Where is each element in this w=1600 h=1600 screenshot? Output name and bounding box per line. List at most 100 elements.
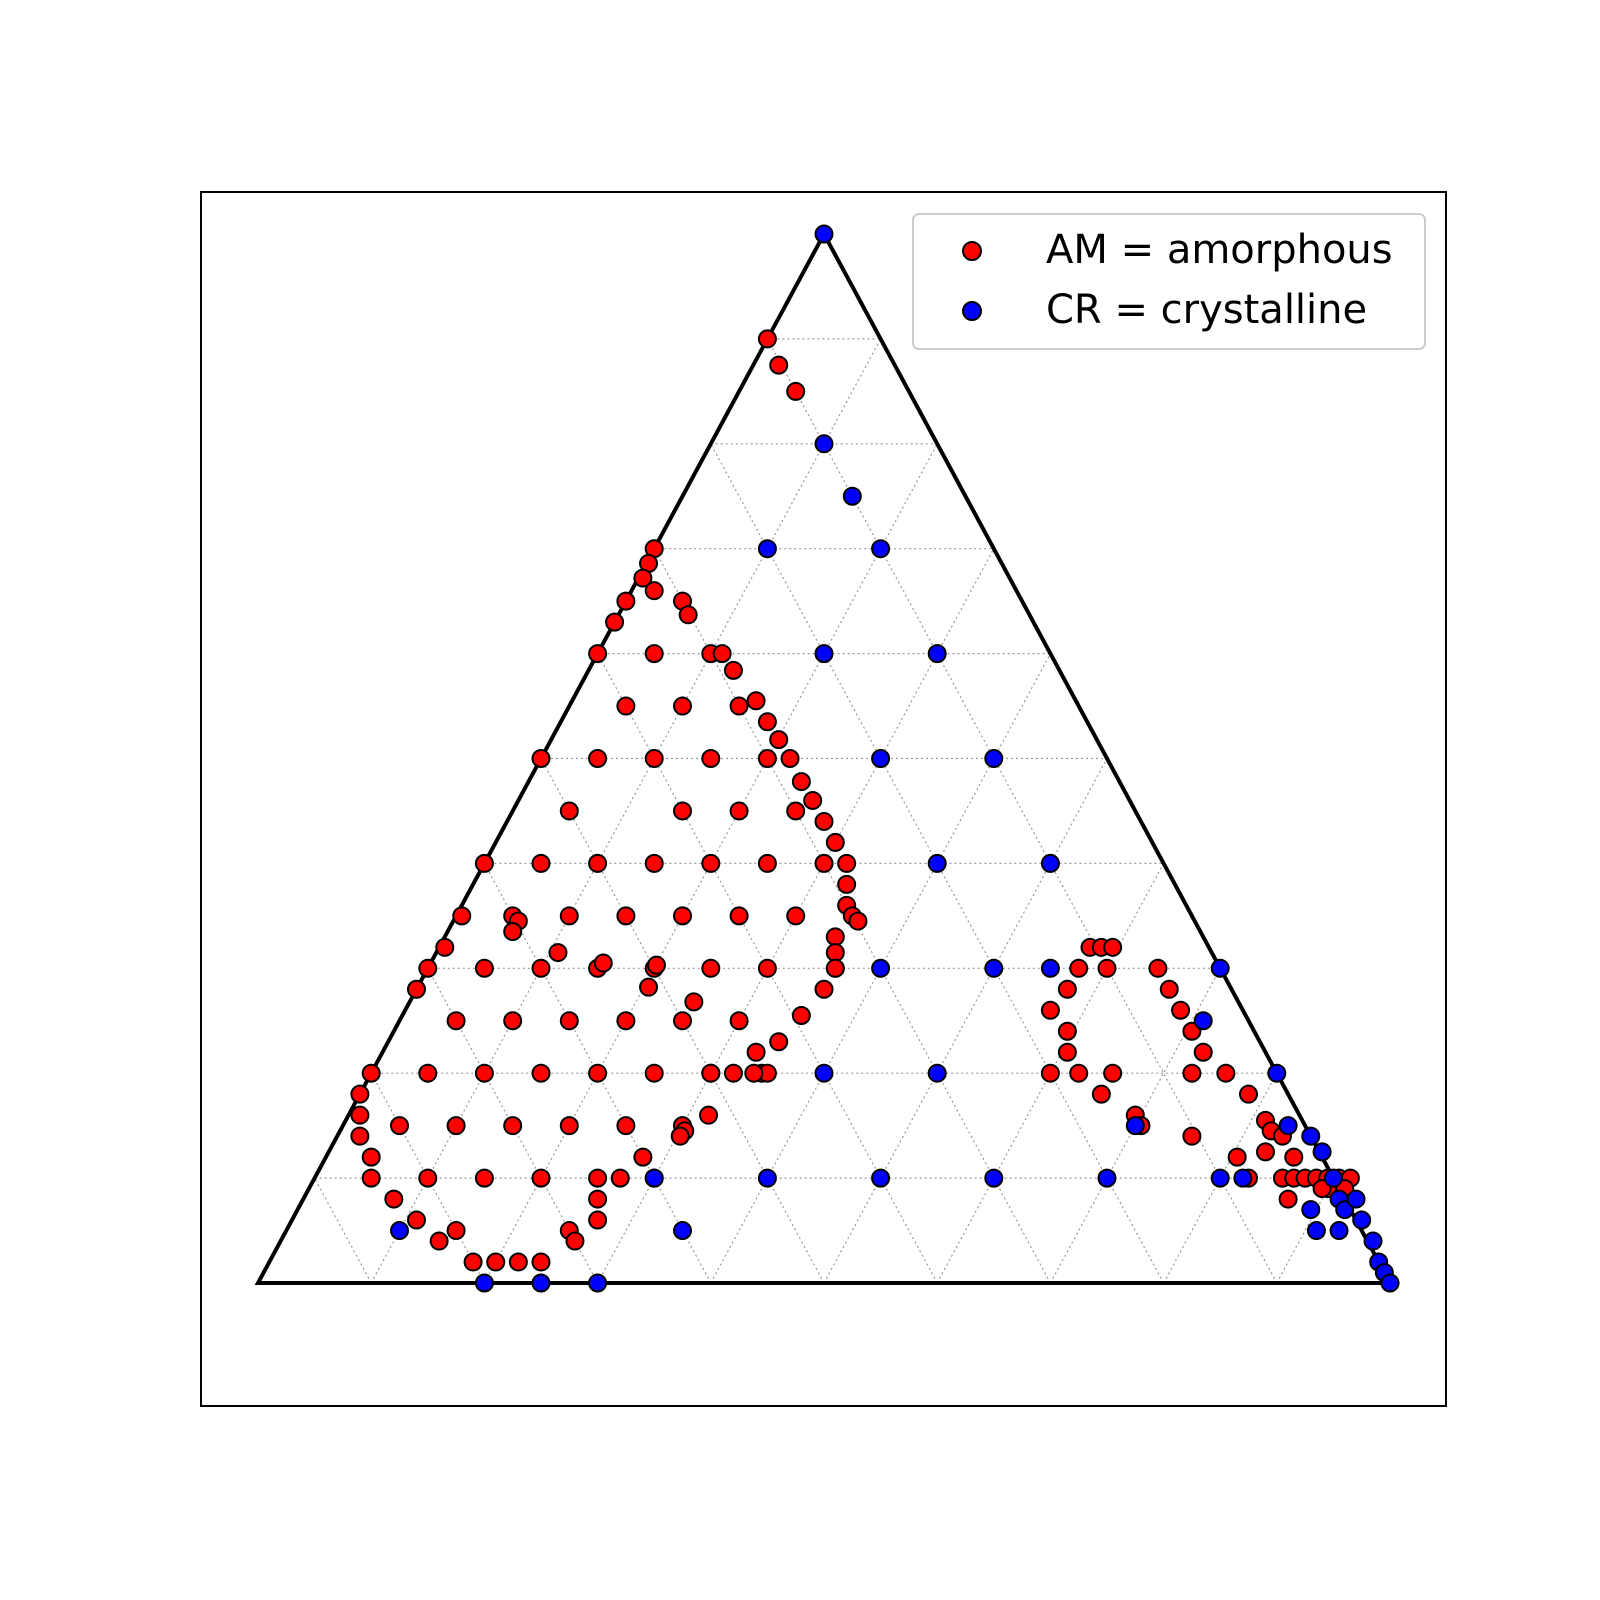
point-crystalline: [1278, 1116, 1298, 1136]
point-crystalline: [871, 1168, 891, 1188]
point-amorphous: [390, 1116, 409, 1136]
point-amorphous: [1148, 958, 1168, 978]
point-amorphous: [616, 696, 636, 716]
point-amorphous: [350, 1126, 370, 1146]
point-crystalline: [531, 1273, 551, 1293]
point-amorphous: [701, 1063, 721, 1083]
point-amorphous: [418, 1063, 438, 1083]
point-amorphous: [712, 644, 732, 664]
point-amorphous: [729, 1011, 749, 1031]
point-amorphous: [1182, 1126, 1202, 1146]
point-amorphous: [559, 801, 579, 821]
legend-marker-cr: [962, 301, 982, 321]
point-crystalline: [1210, 1168, 1230, 1188]
point-amorphous: [559, 906, 579, 926]
point-amorphous: [644, 644, 664, 664]
point-amorphous: [673, 906, 692, 926]
point-amorphous: [825, 832, 845, 852]
point-crystalline: [842, 486, 862, 506]
point-amorphous: [418, 1168, 438, 1188]
point-amorphous: [814, 811, 834, 831]
point-amorphous: [474, 1063, 494, 1083]
point-amorphous: [1069, 958, 1089, 978]
point-amorphous: [486, 1252, 506, 1272]
point-amorphous: [361, 1063, 381, 1083]
point-crystalline: [1193, 1011, 1213, 1031]
point-crystalline: [1306, 1221, 1326, 1241]
point-crystalline: [927, 853, 947, 873]
point-amorphous: [757, 958, 777, 978]
point-amorphous: [531, 1252, 551, 1272]
point-crystalline: [673, 1221, 692, 1241]
point-amorphous: [633, 1147, 653, 1167]
point-crystalline: [1380, 1273, 1400, 1293]
legend-marker-am: [962, 241, 982, 261]
data-points: [350, 224, 1400, 1293]
point-crystalline: [814, 434, 834, 454]
point-amorphous: [406, 1210, 426, 1230]
point-amorphous: [814, 853, 834, 873]
point-amorphous: [814, 979, 834, 999]
series-crystalline: [390, 224, 1400, 1293]
point-crystalline: [1363, 1231, 1383, 1251]
point-amorphous: [593, 953, 613, 973]
point-amorphous: [508, 1252, 528, 1272]
point-crystalline: [984, 958, 1004, 978]
point-amorphous: [746, 691, 766, 711]
point-amorphous: [1171, 1000, 1191, 1020]
point-amorphous: [1284, 1147, 1304, 1167]
series-amorphous: [350, 329, 1360, 1272]
point-amorphous: [446, 1116, 466, 1136]
point-crystalline: [927, 644, 947, 664]
point-amorphous: [616, 1116, 636, 1136]
point-amorphous: [588, 1189, 608, 1209]
point-amorphous: [548, 943, 568, 963]
point-amorphous: [644, 1063, 664, 1083]
point-crystalline: [644, 1168, 664, 1188]
point-amorphous: [1040, 1063, 1060, 1083]
point-amorphous: [791, 772, 811, 792]
point-amorphous: [446, 1011, 466, 1031]
point-amorphous: [474, 958, 494, 978]
point-amorphous: [701, 958, 721, 978]
point-amorphous: [646, 955, 666, 975]
point-amorphous: [673, 696, 692, 716]
point-amorphous: [531, 1168, 551, 1188]
point-amorphous: [531, 958, 551, 978]
grid-line-right-parallel: [653, 548, 1051, 1284]
point-amorphous: [639, 977, 659, 997]
point-amorphous: [429, 1231, 449, 1251]
point-amorphous: [825, 943, 845, 963]
point-amorphous: [616, 1011, 636, 1031]
point-amorphous: [1216, 1063, 1236, 1083]
point-amorphous: [588, 1210, 608, 1230]
point-amorphous: [848, 911, 868, 931]
point-amorphous: [503, 1116, 523, 1136]
point-amorphous: [769, 730, 789, 750]
point-amorphous: [684, 992, 704, 1012]
point-amorphous: [699, 1105, 719, 1125]
point-amorphous: [384, 1189, 404, 1209]
point-amorphous: [361, 1147, 381, 1167]
point-amorphous: [1057, 979, 1077, 999]
grid-line-left-parallel: [823, 758, 1108, 1284]
point-crystalline: [1312, 1142, 1332, 1162]
grid-line-right-parallel: [540, 758, 825, 1284]
point-amorphous: [559, 1011, 579, 1031]
point-amorphous: [588, 853, 608, 873]
point-amorphous: [1057, 1042, 1077, 1062]
point-amorphous: [1103, 1063, 1123, 1083]
legend: AM = amorphous CR = crystalline: [912, 213, 1426, 350]
point-amorphous: [350, 1084, 370, 1104]
point-amorphous: [406, 979, 426, 999]
point-crystalline: [1233, 1168, 1253, 1188]
point-crystalline: [1210, 958, 1230, 978]
point-amorphous: [673, 1011, 692, 1031]
legend-box: [912, 213, 1426, 350]
point-amorphous: [565, 1231, 585, 1251]
point-crystalline: [588, 1273, 608, 1293]
point-crystalline: [871, 539, 891, 559]
point-amorphous: [791, 1006, 811, 1026]
point-amorphous: [701, 853, 721, 873]
